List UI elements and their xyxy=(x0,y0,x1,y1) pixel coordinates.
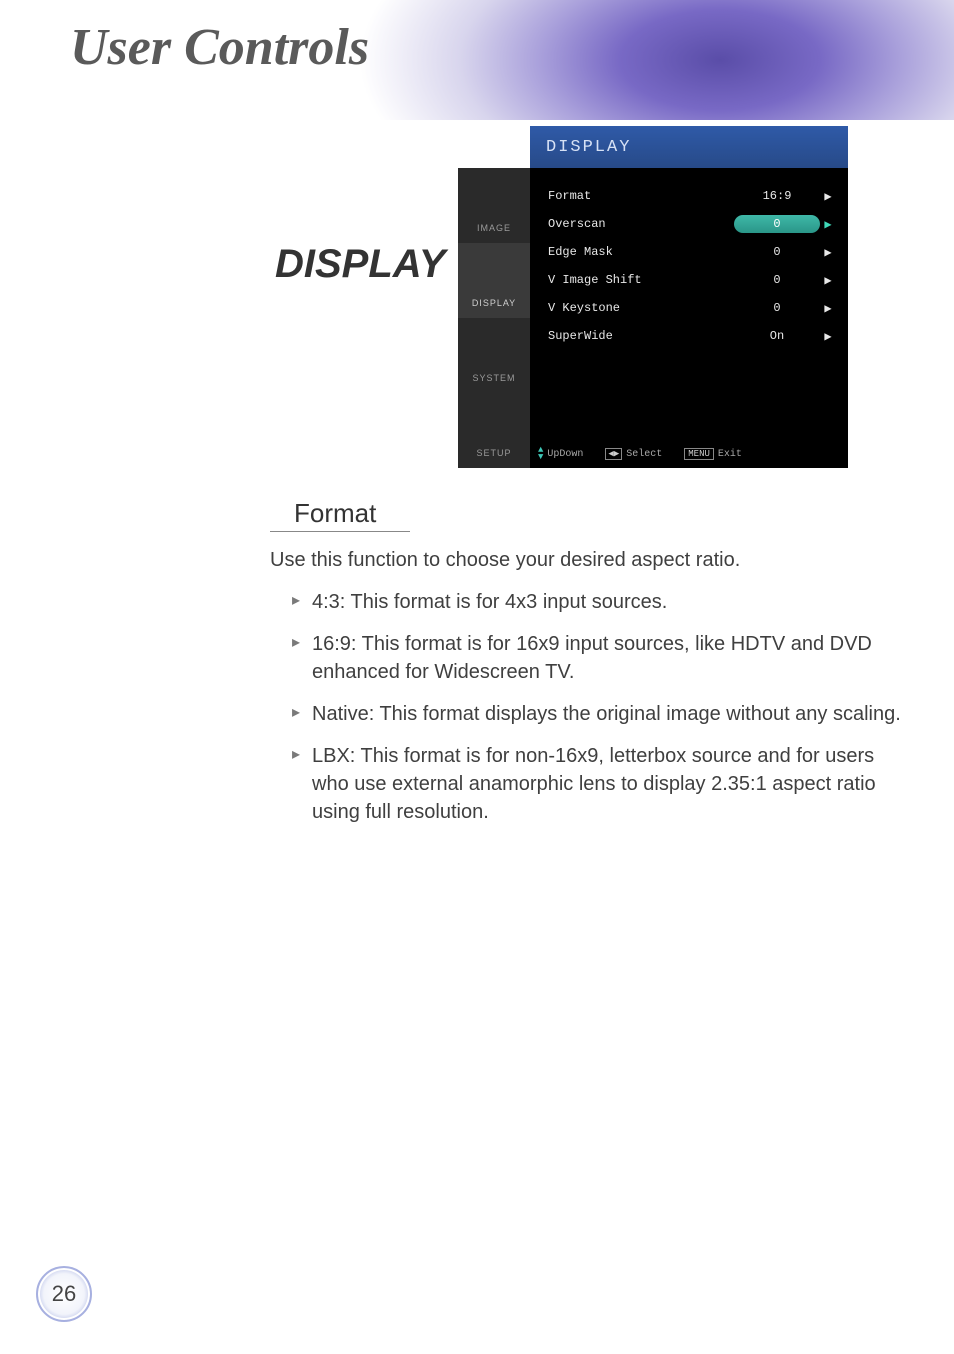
chevron-right-icon: ▶ xyxy=(820,301,836,316)
osd-row-format[interactable]: Format 16:9 ▶ xyxy=(548,182,836,210)
body-subheading: Format xyxy=(270,498,376,528)
body-bullet: 4:3: This format is for 4x3 input source… xyxy=(292,588,905,616)
osd-row-label: SuperWide xyxy=(548,329,734,343)
osd-row-overscan[interactable]: Overscan 0 ▶ xyxy=(548,210,836,238)
osd-row-value: On xyxy=(734,329,820,343)
chevron-right-icon: ▶ xyxy=(820,217,836,232)
osd-row-label: Edge Mask xyxy=(548,245,734,259)
body-bullet: Native: This format displays the origina… xyxy=(292,700,905,728)
osd-row-value: 16:9 xyxy=(734,189,820,203)
osd-sidebar: IMAGE DISPLAY SYSTEM SETUP xyxy=(458,168,530,468)
osd-hint-label: Exit xyxy=(718,449,742,460)
updown-arrows-icon: ▲▼ xyxy=(538,447,543,461)
osd-row-label: V Keystone xyxy=(548,301,734,315)
osd-tab-display[interactable]: DISPLAY xyxy=(458,243,530,318)
osd-hint-select: ◀▶ Select xyxy=(605,448,662,460)
osd-footer: ▲▼ UpDown ◀▶ Select MENU Exit xyxy=(530,440,848,468)
body-bullet: LBX: This format is for non-16x9, letter… xyxy=(292,742,905,826)
osd-row-label: Format xyxy=(548,189,734,203)
osd-hint-exit: MENU Exit xyxy=(684,448,742,460)
osd-row-vkeystone[interactable]: V Keystone 0 ▶ xyxy=(548,294,836,322)
osd-row-superwide[interactable]: SuperWide On ▶ xyxy=(548,322,836,350)
osd-tab-system[interactable]: SYSTEM xyxy=(458,318,530,393)
osd-row-edgemask[interactable]: Edge Mask 0 ▶ xyxy=(548,238,836,266)
leftright-arrows-icon: ◀▶ xyxy=(605,448,622,460)
body-bullet: 16:9: This format is for 16x9 input sour… xyxy=(292,630,905,686)
body-intro: Use this function to choose your desired… xyxy=(270,546,905,574)
osd-row-value: 0 xyxy=(734,215,820,233)
osd-tab-image[interactable]: IMAGE xyxy=(458,168,530,243)
osd-body: Format 16:9 ▶ Overscan 0 ▶ Edge Mask 0 ▶… xyxy=(530,168,848,468)
osd-row-value: 0 xyxy=(734,301,820,315)
page-banner-title: User Controls xyxy=(70,18,369,77)
osd-row-label: Overscan xyxy=(548,217,734,231)
osd-menu: IMAGE DISPLAY SYSTEM SETUP DISPLAY Forma… xyxy=(458,126,848,471)
osd-hint-label: UpDown xyxy=(547,449,583,460)
page-banner: User Controls xyxy=(0,0,954,120)
chevron-right-icon: ▶ xyxy=(820,273,836,288)
chevron-right-icon: ▶ xyxy=(820,329,836,344)
osd-tab-setup[interactable]: SETUP xyxy=(458,393,530,468)
page-number-badge: 26 xyxy=(36,1266,92,1322)
chevron-right-icon: ▶ xyxy=(820,189,836,204)
osd-row-value: 0 xyxy=(734,245,820,259)
osd-header: DISPLAY xyxy=(530,126,848,168)
osd-row-value: 0 xyxy=(734,273,820,287)
body-text: Format Use this function to choose your … xyxy=(270,495,905,840)
chevron-right-icon: ▶ xyxy=(820,245,836,260)
body-bullet-list: 4:3: This format is for 4x3 input source… xyxy=(270,588,905,826)
section-title: DISPLAY xyxy=(275,242,445,287)
osd-hint-updown: ▲▼ UpDown xyxy=(538,447,583,461)
osd-hint-label: Select xyxy=(626,449,662,460)
osd-row-label: V Image Shift xyxy=(548,273,734,287)
menu-key-icon: MENU xyxy=(684,448,714,460)
osd-row-vimageshift[interactable]: V Image Shift 0 ▶ xyxy=(548,266,836,294)
